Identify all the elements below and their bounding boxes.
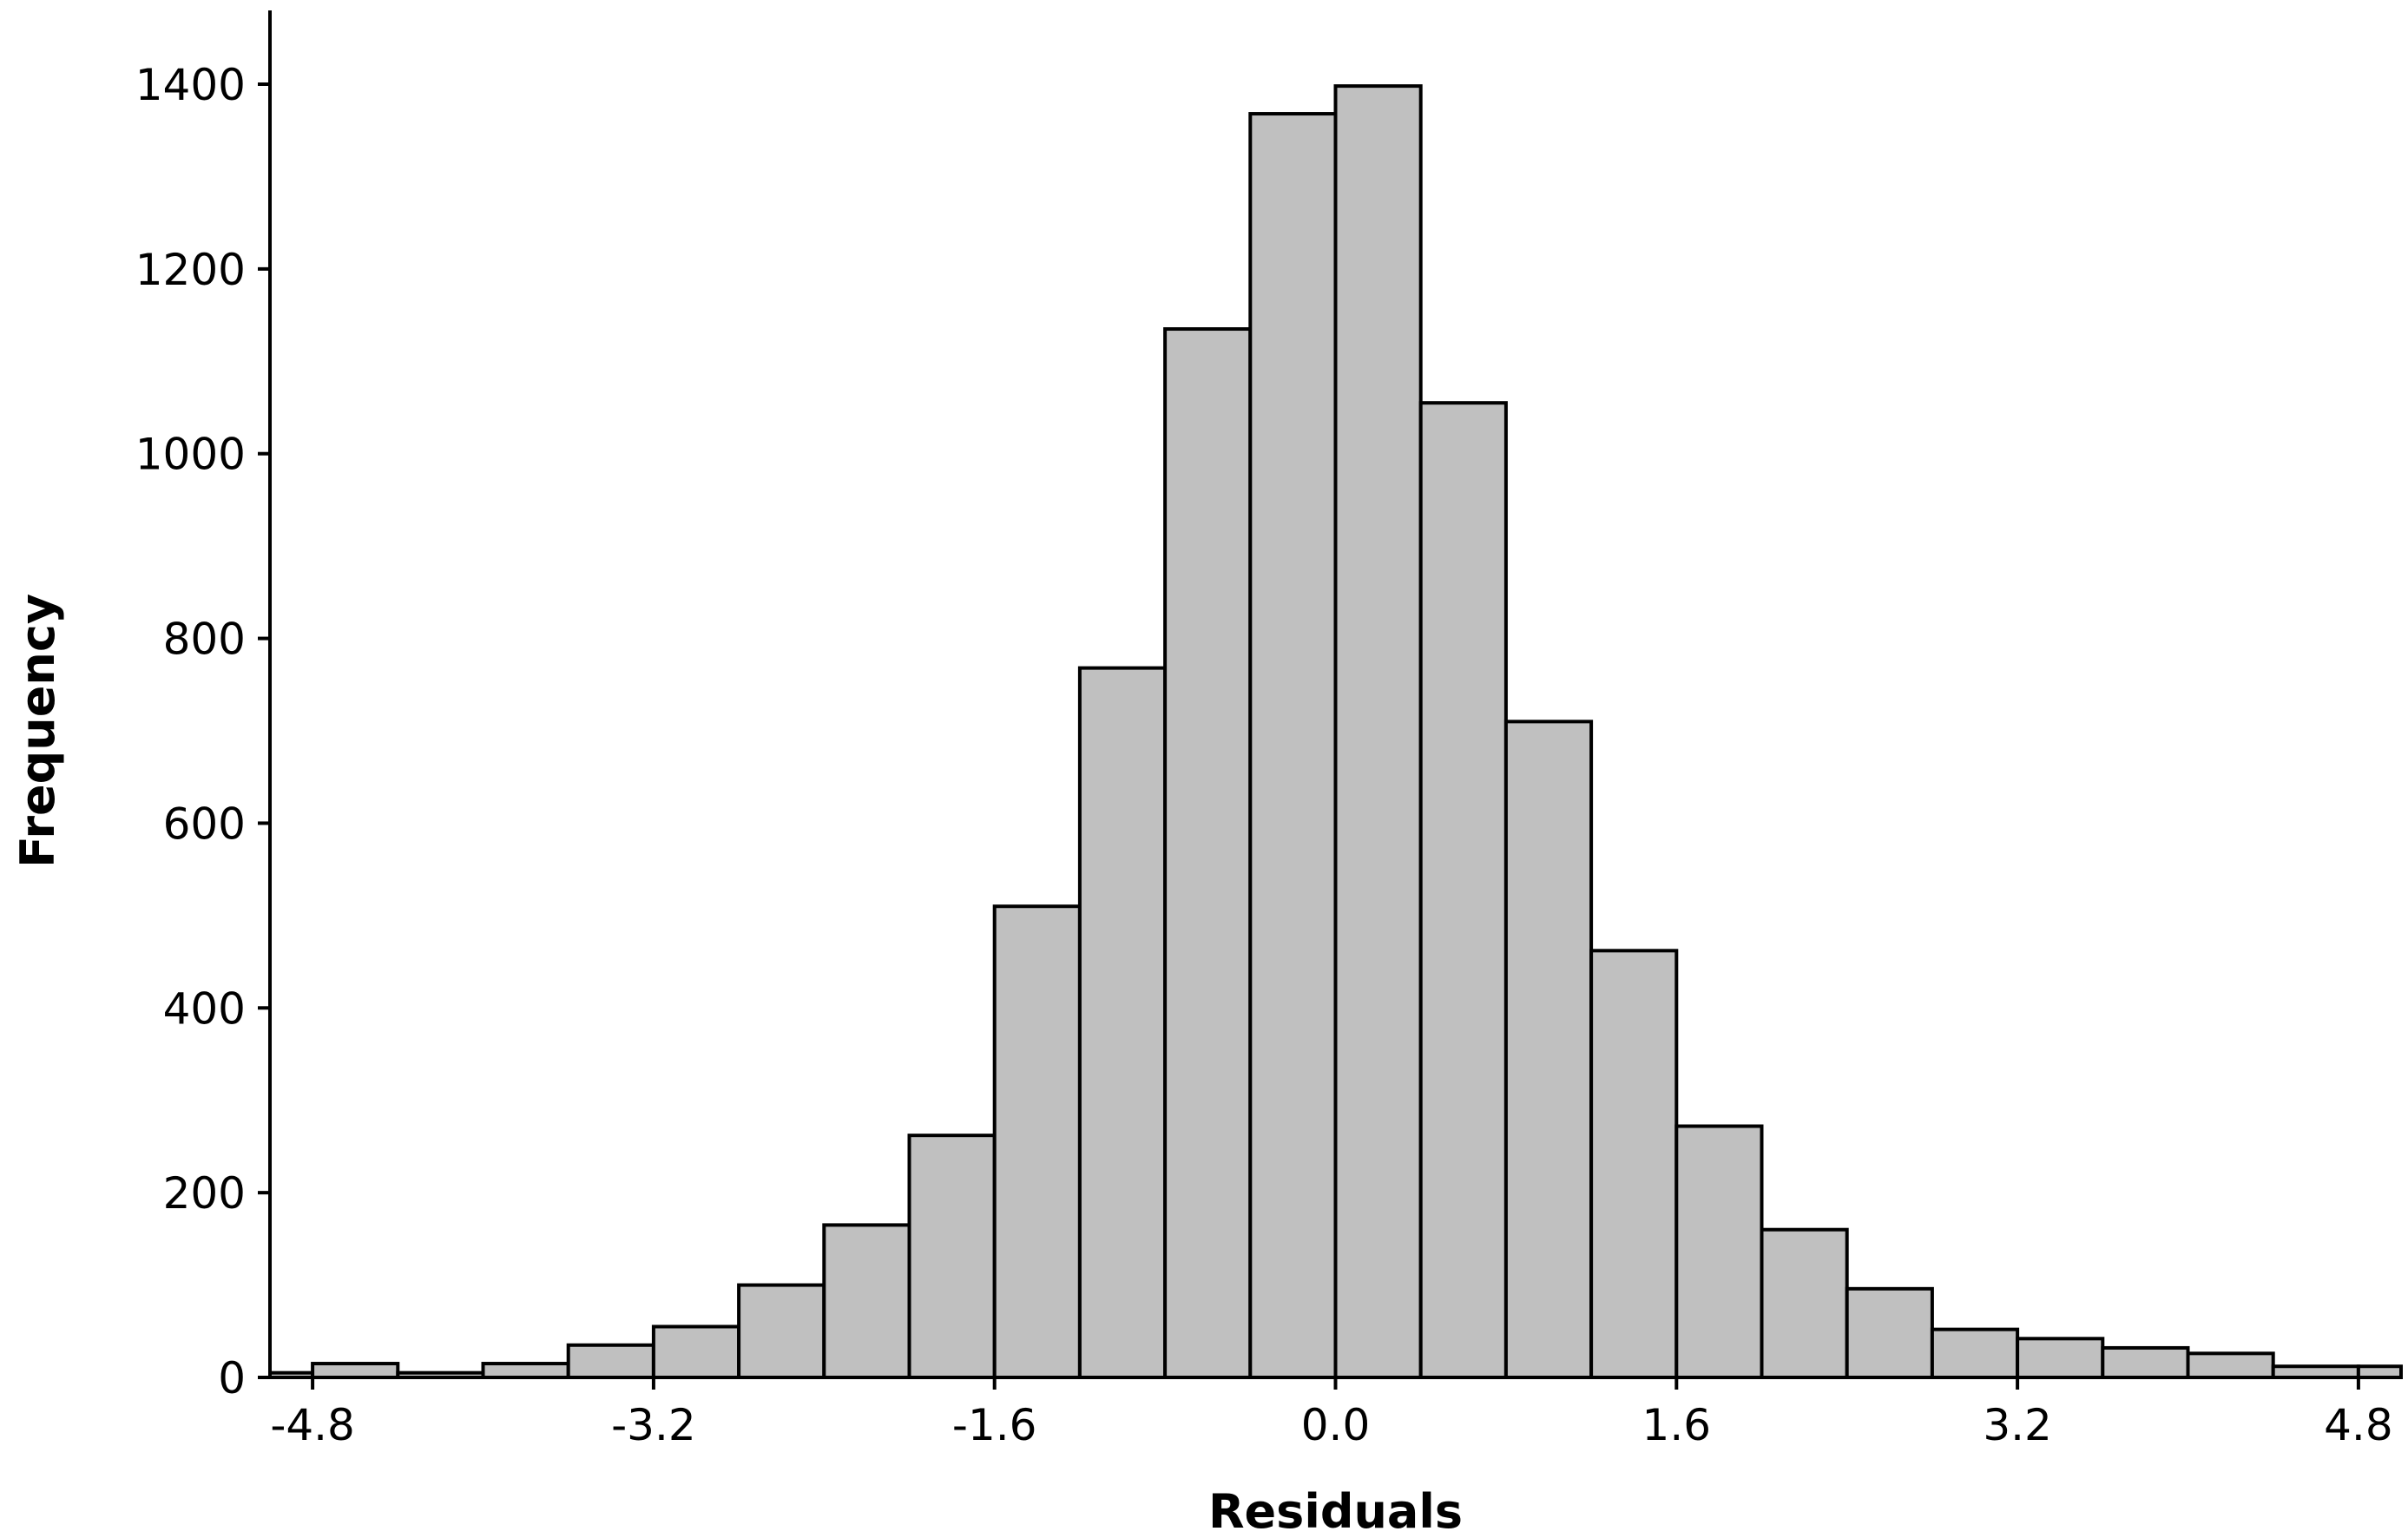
y-tick-label: 1200 (135, 245, 246, 295)
y-tick-label: 1000 (135, 430, 246, 480)
y-tick-label: 0 (218, 1353, 246, 1403)
y-tick-label: 200 (163, 1168, 246, 1219)
x-axis-title: Residuals (1208, 1484, 1463, 1538)
y-tick-label: 800 (163, 615, 246, 665)
y-tick-label: 600 (163, 799, 246, 849)
histogram-bar (1503, 720, 1594, 1379)
bars-group (268, 84, 2403, 1380)
y-axis-title: Frequency (10, 594, 65, 868)
histogram-bar (311, 1362, 400, 1380)
histogram-bar (481, 1362, 570, 1380)
x-tick-label: -4.8 (270, 1400, 355, 1450)
histogram-bar (1248, 112, 1338, 1380)
x-axis-ticks: -4.8 -3.2 -1.6 0.0 1.6 3.2 4.8 (270, 1377, 2393, 1450)
histogram-bar (1418, 401, 1508, 1379)
x-tick-label: 1.6 (1642, 1400, 1712, 1450)
histogram-bar (822, 1223, 911, 1379)
histogram-bar (2186, 1351, 2275, 1380)
x-tick-label: -1.6 (952, 1400, 1037, 1450)
histogram-bar (2016, 1337, 2105, 1380)
histogram-bar (1163, 327, 1253, 1379)
histogram-bar (1760, 1227, 1849, 1379)
x-tick-label: 4.8 (2324, 1400, 2393, 1450)
histogram-bar (2101, 1345, 2190, 1380)
histogram-bar (992, 904, 1082, 1379)
x-tick-label: -3.2 (611, 1400, 696, 1450)
histogram-bar (566, 1343, 655, 1379)
y-tick-label: 400 (163, 983, 246, 1034)
x-tick-label: 3.2 (1983, 1400, 2052, 1450)
histogram-bar (1333, 84, 1423, 1380)
histogram-bar (651, 1324, 741, 1379)
histogram-bar (907, 1134, 997, 1379)
x-tick-label: 0.0 (1301, 1400, 1371, 1450)
histogram-bar (737, 1283, 826, 1379)
y-tick-label: 1400 (135, 60, 246, 110)
histogram-bar (1674, 1124, 1764, 1379)
histogram-bar (1845, 1286, 1934, 1380)
y-axis-ticks: 0 200 400 600 800 1000 1200 1400 (135, 60, 270, 1403)
histogram-bar (1930, 1327, 2020, 1379)
histogram-bar (1077, 666, 1168, 1379)
histogram-bar (1589, 949, 1679, 1380)
